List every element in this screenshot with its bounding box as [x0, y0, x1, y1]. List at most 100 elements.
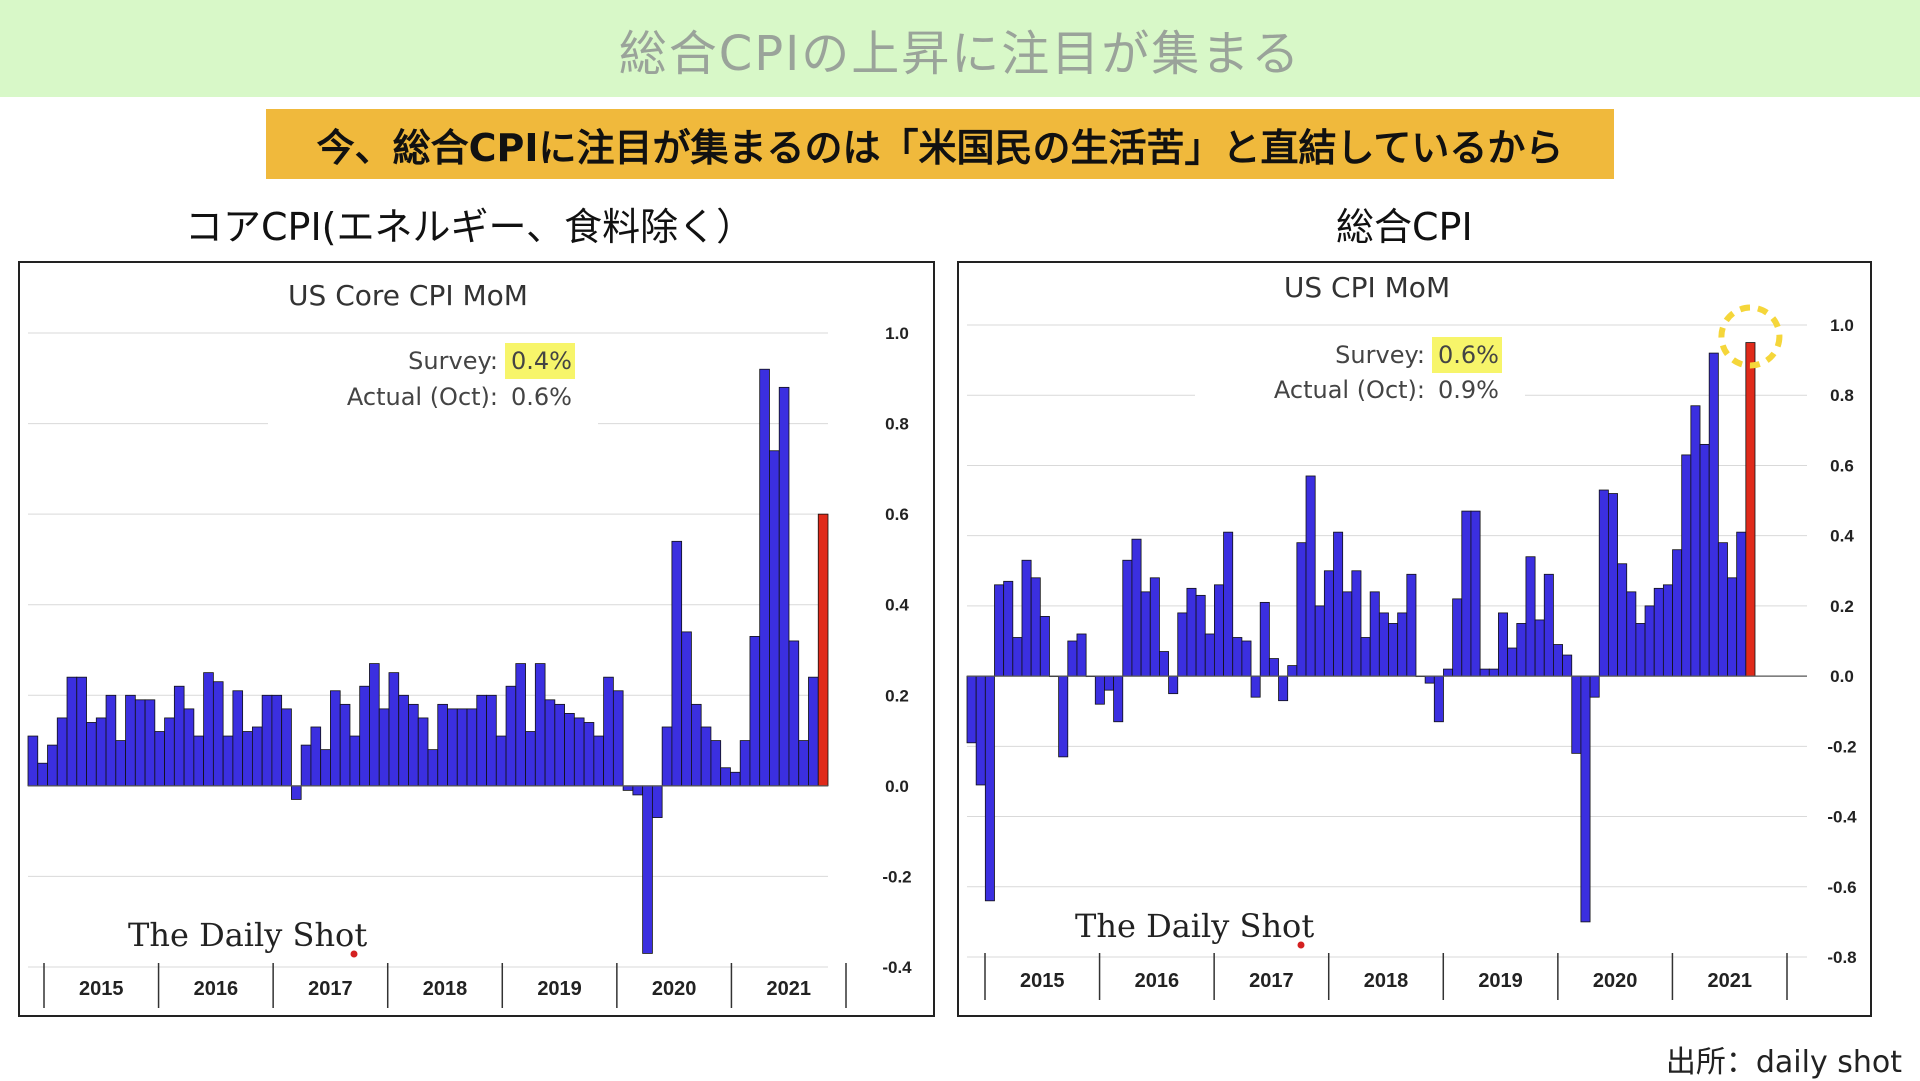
- bar: [1653, 587, 1664, 677]
- y-tick-label: -0.4: [882, 958, 912, 977]
- headline-box: 今、総合CPIに注目が集まるのは「米国民の生活苦」と直結しているから: [266, 109, 1614, 179]
- bar: [339, 703, 351, 787]
- actual-value: 0.9%: [1438, 376, 1499, 404]
- bar: [1727, 577, 1738, 677]
- bar: [583, 722, 595, 787]
- bar: [1736, 531, 1747, 677]
- bar: [1149, 577, 1160, 677]
- bar: [300, 744, 312, 787]
- bar: [1351, 570, 1362, 677]
- bar: [1104, 675, 1115, 691]
- bar: [1012, 637, 1023, 677]
- bar: [1094, 675, 1105, 705]
- y-tick-label: 0.8: [885, 415, 909, 434]
- bar: [310, 726, 322, 787]
- bar: [1433, 675, 1444, 723]
- bar: [1030, 577, 1041, 677]
- bar: [700, 726, 712, 787]
- bar: [1681, 454, 1692, 677]
- bar: [1305, 475, 1316, 677]
- survey-value: 0.4%: [511, 347, 572, 375]
- bar: [1250, 675, 1261, 698]
- watermark-dot: [350, 950, 358, 958]
- y-tick-label: 0.2: [885, 686, 909, 705]
- bar: [1232, 637, 1243, 677]
- core-cpi-chart: 1.0 0.8 0.6 0.4 0.2 0.0 -0.2 -0.4 US Core CPI Mo…: [27, 279, 912, 1008]
- bar: [1223, 531, 1234, 677]
- year-label: 2015: [79, 978, 124, 1000]
- bar: [95, 717, 107, 787]
- bar: [212, 681, 224, 787]
- core-cpi-label: コアCPI(エネルギー、食料除く）: [185, 205, 755, 249]
- bar: [1314, 605, 1325, 677]
- bar: [749, 636, 761, 787]
- bar: [651, 785, 663, 818]
- bar: [1360, 637, 1371, 677]
- bar: [544, 699, 556, 787]
- bar: [671, 540, 683, 787]
- latest-bar: [817, 513, 829, 787]
- bar: [1488, 668, 1499, 677]
- bar: [1406, 573, 1417, 677]
- y-tick-label: 1.0: [1830, 316, 1854, 335]
- bar: [1213, 584, 1224, 677]
- bar: [86, 722, 97, 787]
- bar: [1397, 612, 1408, 677]
- bar: [1470, 510, 1481, 677]
- bar: [739, 740, 751, 787]
- bar: [1553, 644, 1563, 677]
- bar: [661, 726, 673, 787]
- bar: [1525, 556, 1536, 677]
- bar: [183, 708, 195, 787]
- bar: [1039, 616, 1050, 677]
- bar: [105, 694, 117, 787]
- bar: [408, 703, 419, 787]
- bar: [456, 708, 468, 787]
- bar: [291, 785, 302, 800]
- bar: [417, 717, 429, 787]
- actual-label: Actual (Oct):: [347, 383, 498, 411]
- bar: [622, 785, 634, 791]
- bar: [1617, 563, 1628, 677]
- bar: [1378, 612, 1389, 677]
- cpi-chart: 1.0 0.8 0.6 0.4 0.2 0.0 -0.2 -0.4 -0.6 -0.8 US CPI…: [966, 271, 1857, 1000]
- bar: [1507, 647, 1518, 677]
- bar: [476, 694, 487, 787]
- latest-bar: [1745, 342, 1756, 677]
- bar: [710, 740, 722, 787]
- year-label: 2017: [308, 978, 353, 1000]
- cpi-chart-panel: 1.0 0.8 0.6 0.4 0.2 0.0 -0.2 -0.4 -0.6 -0.8 US CPI…: [957, 261, 1872, 1017]
- bar: [691, 703, 702, 787]
- year-label: 2021: [766, 978, 811, 1000]
- bar: [359, 685, 370, 787]
- bar: [1635, 623, 1646, 677]
- y-tick-label: 0.4: [1830, 527, 1854, 546]
- actual-label: Actual (Oct):: [1274, 376, 1425, 404]
- bar: [1278, 675, 1289, 702]
- source-note: 出所：daily shot: [1665, 1045, 1902, 1080]
- bar: [1626, 591, 1637, 677]
- y-tick-label: -0.2: [1827, 737, 1856, 756]
- bar: [173, 685, 185, 787]
- bar: [505, 685, 517, 787]
- bar: [1388, 623, 1399, 677]
- chart-title: US CPI MoM: [1284, 271, 1450, 304]
- bar: [808, 676, 819, 787]
- bar: [37, 762, 48, 787]
- bar: [466, 708, 478, 787]
- chart-title: US Core CPI MoM: [288, 279, 528, 312]
- year-label: 2021: [1707, 970, 1752, 992]
- bar: [515, 663, 526, 787]
- year-label: 2019: [537, 978, 582, 1000]
- bar: [222, 735, 234, 787]
- bar: [1690, 405, 1701, 677]
- bar: [115, 740, 126, 787]
- bar: [486, 694, 497, 787]
- bar: [281, 708, 292, 787]
- y-tick-label: -0.2: [882, 867, 911, 886]
- bar: [447, 708, 458, 787]
- survey-label: Survey:: [408, 347, 498, 375]
- y-tick-label: -0.8: [1827, 948, 1856, 967]
- bar: [1589, 675, 1600, 698]
- bar: [612, 690, 624, 787]
